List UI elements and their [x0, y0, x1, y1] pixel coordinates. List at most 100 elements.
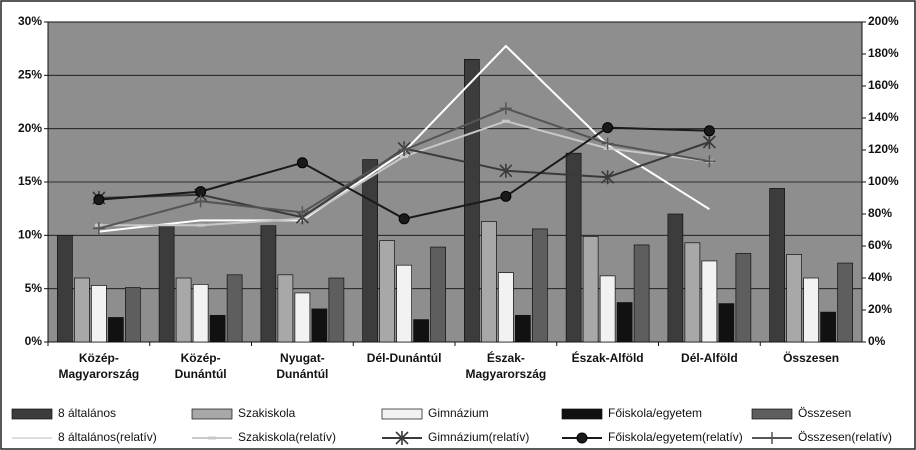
bar [481, 221, 497, 343]
line-marker [601, 170, 615, 185]
bar [701, 260, 718, 343]
x-tick-label: Közép- Magyarország [58, 351, 140, 381]
line-marker [398, 144, 411, 156]
legend-label: Összesen [798, 406, 851, 420]
bar [430, 246, 446, 343]
bar [599, 275, 616, 343]
legend-label: Összesen(relatív) [798, 430, 892, 444]
bar [515, 314, 531, 343]
bar [565, 152, 582, 343]
legend-label: Főiskola/egyetem(relatív) [608, 430, 743, 444]
bar [158, 224, 175, 343]
y-tick-label: 0% [25, 334, 43, 348]
bar [396, 264, 412, 343]
x-tick-label: Nyugat- Dunántúl [276, 351, 329, 381]
bar [532, 228, 548, 343]
line-marker [602, 122, 614, 134]
y2-tick-label: 200% [868, 14, 899, 28]
line-marker [194, 195, 207, 208]
bar [175, 277, 192, 343]
bar [820, 311, 836, 343]
bar [498, 272, 514, 343]
bar [108, 317, 124, 343]
y2-tick-label: 100% [868, 174, 899, 188]
legend-label: 8 általános(relatív) [58, 430, 157, 444]
bar [413, 319, 429, 343]
line-marker [93, 194, 105, 206]
y2-tick-label: 180% [868, 46, 899, 60]
legend-swatch [561, 408, 603, 420]
bar [464, 58, 480, 343]
line-marker [92, 222, 105, 235]
x-tick-label: Dél-Alföld [681, 351, 738, 365]
y2-tick-label: 140% [868, 110, 899, 124]
bar [684, 242, 701, 343]
bar [786, 254, 802, 343]
line-marker [500, 190, 512, 202]
y2-tick-label: 160% [868, 78, 899, 92]
x-tick-label: Dél-Dunántúl [366, 351, 442, 365]
y-tick-label: 10% [18, 228, 42, 242]
bar [209, 314, 226, 343]
x-tick-label: Összesen [783, 351, 840, 365]
legend-label: Gimnázium(relatív) [428, 430, 529, 444]
line-marker [499, 163, 513, 178]
bar [718, 303, 735, 343]
x-tick-label: Észak- Magyarország [465, 351, 547, 381]
bar [226, 274, 243, 343]
y-tick-label: 30% [18, 14, 42, 28]
bar [769, 188, 785, 343]
legend-label: 8 általános [58, 406, 116, 420]
legend-swatch [751, 408, 793, 420]
bar [616, 302, 633, 343]
bar [735, 253, 752, 343]
y2-tick-label: 0% [868, 334, 886, 348]
line-marker [296, 157, 308, 169]
bar [74, 277, 90, 343]
line-marker [398, 213, 410, 225]
legend-swatch [191, 408, 233, 420]
legend-label: Szakiskola [238, 406, 296, 420]
bar [192, 284, 209, 343]
line-marker [601, 137, 614, 150]
bar [362, 159, 378, 343]
bar [667, 213, 684, 343]
bar [260, 225, 277, 343]
bar [633, 244, 650, 343]
line-marker [499, 102, 512, 115]
y-tick-label: 20% [18, 121, 42, 135]
legend-swatch [11, 408, 53, 420]
line-marker [703, 155, 716, 168]
legend-label: Főiskola/egyetem [608, 406, 702, 420]
bar [837, 262, 853, 343]
y2-tick-label: 120% [868, 142, 899, 156]
bar [125, 287, 141, 343]
bar [582, 236, 599, 343]
bar [379, 240, 395, 343]
x-tick-label: Észak-Alföld [571, 351, 644, 365]
legend-marker [766, 432, 778, 444]
y2-tick-label: 20% [868, 302, 892, 316]
line-marker [296, 206, 309, 219]
bar [57, 234, 73, 343]
bar [294, 292, 311, 343]
y-tick-label: 15% [18, 174, 42, 188]
bar [277, 274, 294, 343]
bar [91, 285, 107, 343]
legend-label: Gimnázium [428, 406, 489, 420]
bar [328, 277, 345, 343]
y-tick-label: 5% [25, 281, 43, 295]
y2-tick-label: 60% [868, 238, 892, 252]
y-tick-label: 25% [18, 68, 42, 82]
legend-label: Szakiskola(relatív) [238, 430, 336, 444]
legend-marker [576, 432, 588, 444]
line-marker [195, 186, 207, 198]
y2-tick-label: 40% [868, 270, 892, 284]
legend-marker [395, 431, 409, 445]
x-tick-label: Közép- Dunántúl [174, 351, 227, 381]
bar [803, 277, 819, 343]
line-marker [703, 125, 715, 137]
